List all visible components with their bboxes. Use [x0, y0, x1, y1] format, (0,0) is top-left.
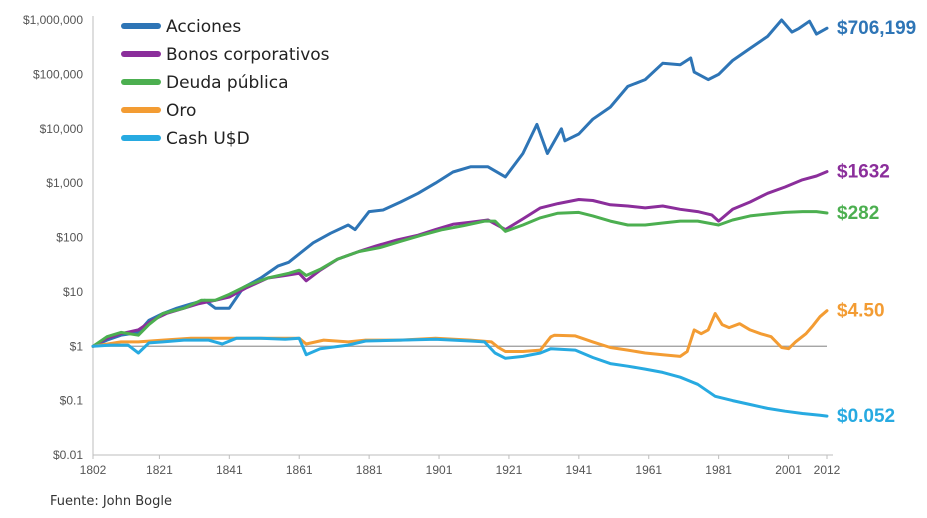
- x-tick-label: 1921: [496, 463, 523, 477]
- end-label-cash-u-d: $0.052: [837, 406, 895, 427]
- y-tick-label: $1,000: [46, 176, 83, 190]
- y-tick-label: $10: [63, 285, 83, 299]
- y-tick-label: $1: [70, 339, 84, 353]
- legend-label-acciones: Acciones: [166, 17, 241, 37]
- x-tick-label: 1821: [146, 463, 173, 477]
- end-labels: $706,199 $1632 $282 $4.50 $0.052: [837, 18, 916, 427]
- series-line-deuda-publica: [91, 210, 829, 348]
- y-tick-label: $0.01: [53, 448, 83, 462]
- end-label-acciones: $706,199: [837, 18, 916, 39]
- legend-label-deuda-publica: Deuda pública: [166, 73, 289, 93]
- x-tick-label: 1941: [565, 463, 592, 477]
- axes: $0.01 $0.1 $1 $10 $100 $1,000 $10,000 $100,000 $…: [23, 13, 841, 477]
- series-line-bonos-corporativos: [91, 170, 829, 348]
- x-tick-label: 1961: [635, 463, 662, 477]
- x-tick-label: 1901: [426, 463, 453, 477]
- x-tick-label: 1861: [286, 463, 313, 477]
- end-label-bonos-corporativos: $1632: [837, 162, 890, 183]
- x-tick-label: 1981: [705, 463, 732, 477]
- end-label-deuda-publica: $282: [837, 203, 879, 224]
- y-tick-label: $1,000,000: [23, 13, 83, 27]
- series-line-cash-u-d: [91, 336, 829, 418]
- x-tick-label: 1881: [356, 463, 383, 477]
- x-tick-label: 1841: [216, 463, 243, 477]
- legend-label-bonos-corporativos: Bonos corporativos: [166, 45, 330, 65]
- source-note: Fuente: John Bogle: [50, 494, 172, 509]
- y-tick-label: $10,000: [40, 122, 84, 136]
- y-tick-label: $0.1: [60, 394, 84, 408]
- x-tick-label: 2001: [775, 463, 802, 477]
- legend-label-oro: Oro: [166, 101, 196, 121]
- series-line-acciones: [91, 18, 829, 348]
- end-label-oro: $4.50: [837, 301, 885, 322]
- y-tick-label: $100: [56, 231, 83, 245]
- y-tick-label: $100,000: [33, 67, 83, 81]
- legend-label-cash-u-d: Cash U$D: [166, 129, 250, 149]
- series-line-oro: [91, 309, 829, 358]
- x-tick-label: 1802: [80, 463, 107, 477]
- series-layer: [91, 18, 829, 418]
- legend: Acciones Bonos corporativos Deuda pública O…: [121, 17, 330, 149]
- x-tick-label: 2012: [814, 463, 841, 477]
